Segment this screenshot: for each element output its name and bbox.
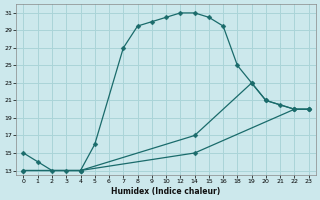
X-axis label: Humidex (Indice chaleur): Humidex (Indice chaleur) — [111, 187, 221, 196]
